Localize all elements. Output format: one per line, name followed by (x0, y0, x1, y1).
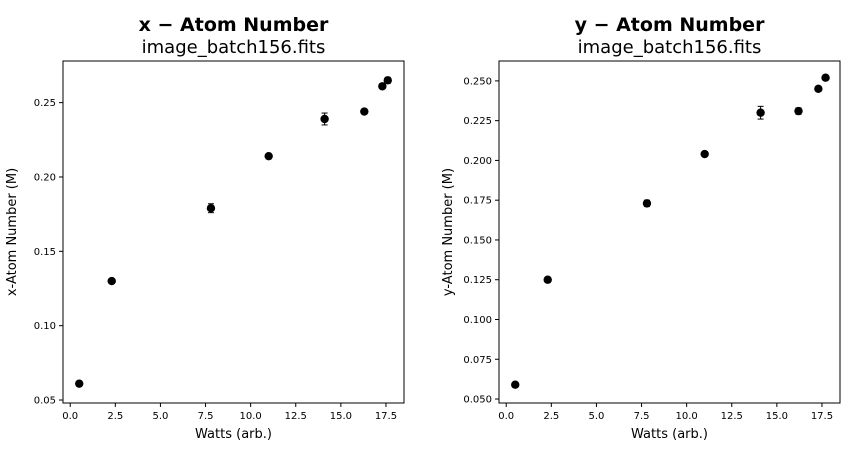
data-point (794, 106, 803, 116)
y-tick-label: 0.05 (34, 396, 56, 407)
y-tick-label: 0.200 (463, 156, 492, 167)
marker (821, 73, 830, 82)
y-tick-label: 0.075 (463, 355, 492, 366)
x-tick-label: 2.5 (543, 411, 559, 422)
y-tick-label: 0.10 (34, 321, 56, 332)
y-tick-label: 0.125 (463, 275, 492, 286)
marker (511, 380, 520, 389)
plot-frame (498, 60, 841, 404)
y-tick-label: 0.15 (34, 247, 56, 258)
x-tick-label: 15.0 (766, 411, 788, 422)
x-tick-label: 0.0 (498, 411, 514, 422)
data-point (206, 203, 216, 214)
x-tick-label: 17.5 (811, 411, 833, 422)
data-point (264, 151, 273, 161)
y-tick-label: 0.100 (463, 315, 492, 326)
data-point (511, 380, 520, 389)
chart-subtitle: image_batch156.fits (142, 37, 326, 58)
x-axis-label: Watts (arb.) (195, 427, 272, 442)
data-point (642, 199, 652, 208)
x-tick-label: 5.0 (588, 411, 604, 422)
marker (814, 84, 823, 94)
x-tick-label: 7.5 (634, 411, 650, 422)
data-point (821, 73, 830, 82)
x-tick-label: 10.0 (676, 411, 698, 422)
x-tick-label: 5.0 (152, 411, 168, 422)
data-point (75, 379, 84, 388)
marker (264, 151, 273, 161)
x-axis-label: Watts (arb.) (631, 427, 708, 442)
chart-title: x − Atom Number (139, 14, 329, 36)
data-point (543, 275, 552, 284)
x-tick-label: 2.5 (107, 411, 123, 422)
data-point (360, 107, 369, 116)
y-axis-label: x-Atom Number (M) (5, 168, 20, 296)
data-point (107, 276, 116, 286)
x-tick-label: 17.5 (375, 411, 397, 422)
data-point (320, 112, 329, 126)
marker (206, 204, 216, 213)
marker (75, 379, 84, 388)
data-point (756, 105, 765, 120)
data-point (814, 84, 823, 94)
y-tick-label: 0.225 (463, 116, 492, 127)
x-tick-label: 7.5 (198, 411, 214, 422)
marker (756, 108, 765, 117)
marker (320, 114, 329, 124)
x-tick-label: 0.0 (62, 411, 78, 422)
marker (543, 275, 552, 284)
chart-title: y − Atom Number (575, 14, 766, 36)
data-point (383, 76, 392, 85)
x-tick-label: 10.0 (240, 411, 262, 422)
y-tick-label: 0.050 (463, 395, 492, 406)
marker (642, 199, 652, 208)
marker (360, 107, 369, 116)
y-axis-label: y-Atom Number (M) (441, 168, 456, 296)
y-tick-label: 0.150 (463, 235, 492, 246)
marker (378, 82, 387, 91)
y-tick-label: 0.20 (34, 172, 56, 183)
x-tick-label: 15.0 (330, 411, 352, 422)
x-tick-label: 12.5 (721, 411, 743, 422)
x-tick-label: 12.5 (285, 411, 307, 422)
marker (700, 149, 709, 159)
marker (107, 276, 116, 286)
plot-frame (62, 60, 405, 404)
y-tick-label: 0.175 (463, 196, 492, 207)
chart-subtitle: image_batch156.fits (578, 37, 762, 58)
marker (794, 106, 803, 116)
marker (383, 76, 392, 85)
y-tick-label: 0.250 (463, 76, 492, 87)
data-point (700, 149, 709, 159)
data-point (378, 82, 387, 91)
y-tick-label: 0.25 (34, 98, 56, 109)
